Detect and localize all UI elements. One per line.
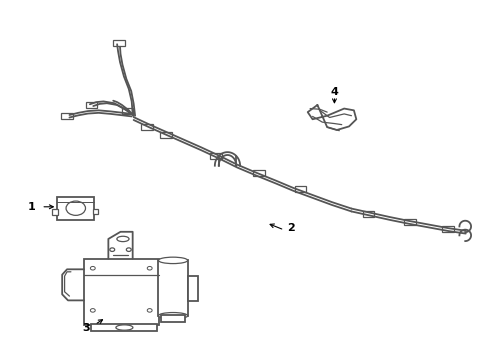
Bar bbox=[210, 153, 222, 159]
Bar bbox=[141, 124, 153, 130]
Bar bbox=[93, 208, 98, 214]
Ellipse shape bbox=[116, 325, 133, 330]
Bar bbox=[57, 197, 94, 220]
Bar bbox=[294, 186, 305, 192]
Bar bbox=[113, 40, 124, 46]
Bar bbox=[158, 260, 187, 316]
Ellipse shape bbox=[117, 236, 129, 242]
Bar bbox=[187, 276, 198, 301]
Bar bbox=[403, 219, 415, 225]
Bar bbox=[441, 226, 453, 232]
Ellipse shape bbox=[158, 312, 187, 319]
Bar bbox=[362, 211, 373, 217]
Bar bbox=[160, 132, 171, 138]
Bar bbox=[86, 102, 97, 108]
Bar bbox=[91, 324, 157, 331]
Bar bbox=[84, 258, 159, 325]
Bar bbox=[61, 113, 73, 118]
Bar bbox=[122, 108, 133, 114]
Ellipse shape bbox=[158, 257, 187, 264]
Bar bbox=[253, 170, 264, 176]
Bar bbox=[52, 208, 58, 215]
Text: 2: 2 bbox=[286, 223, 294, 233]
Text: 4: 4 bbox=[330, 87, 338, 98]
Text: 3: 3 bbox=[82, 323, 90, 333]
Text: 1: 1 bbox=[28, 202, 35, 212]
Bar bbox=[161, 315, 185, 322]
